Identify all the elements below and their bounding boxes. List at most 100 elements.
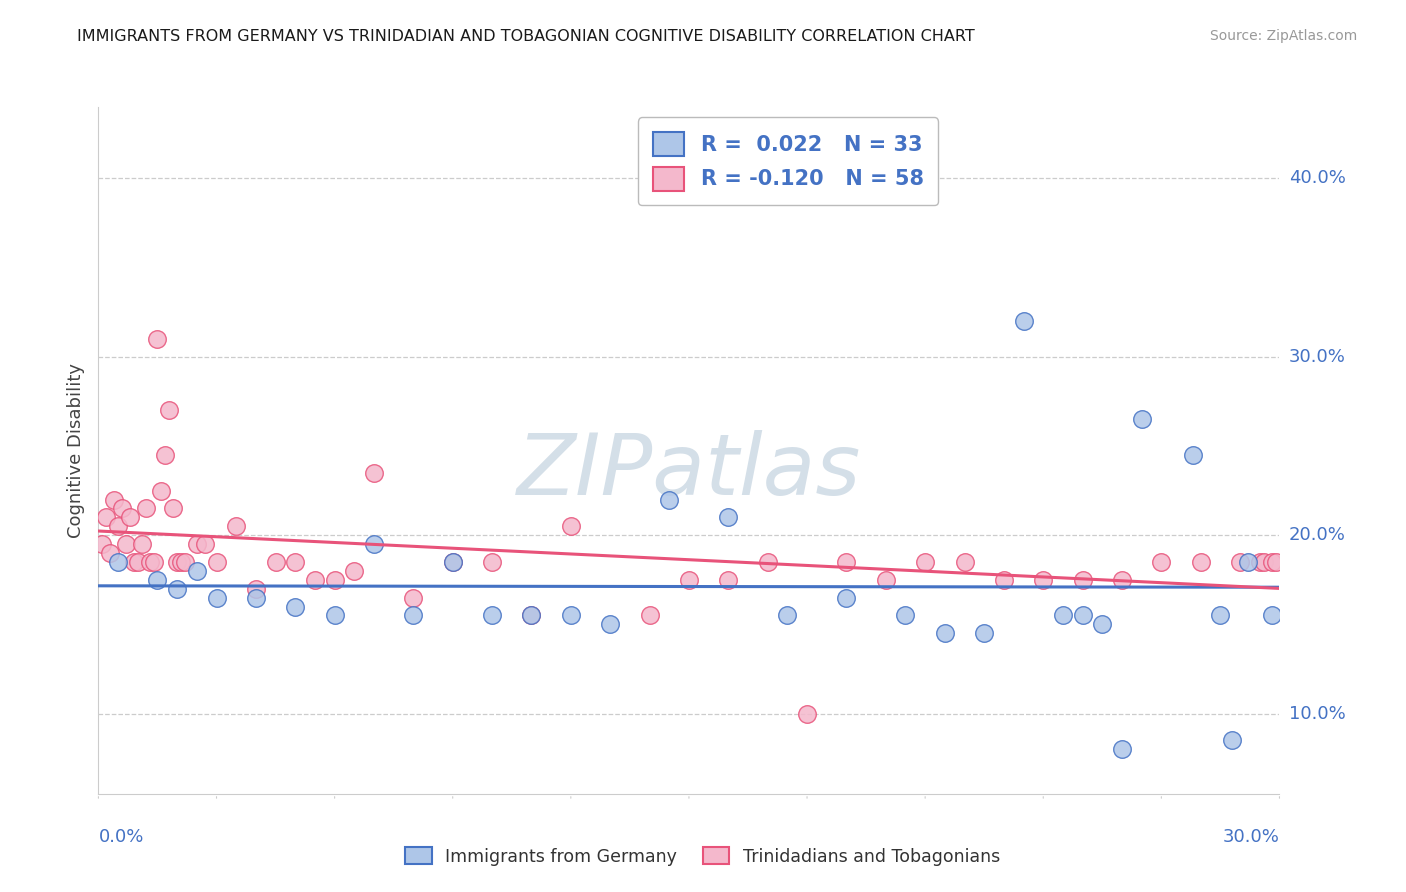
Point <box>118 510 141 524</box>
Point <box>914 555 936 569</box>
Point <box>205 591 228 605</box>
Point <box>98 546 121 560</box>
Point <box>146 573 169 587</box>
Point <box>131 537 153 551</box>
Point <box>934 626 956 640</box>
Point <box>111 501 134 516</box>
Point <box>166 582 188 596</box>
Point <box>115 537 138 551</box>
Point <box>796 706 818 721</box>
Point <box>1209 608 1232 623</box>
Y-axis label: Cognitive Disability: Cognitive Disability <box>66 363 84 538</box>
Point <box>1012 314 1035 328</box>
Point <box>1181 448 1204 462</box>
Point <box>1071 608 1094 623</box>
Point <box>1052 608 1074 623</box>
Point <box>520 608 543 623</box>
Point <box>481 608 503 623</box>
Point <box>1249 555 1271 569</box>
Point <box>363 537 385 551</box>
Point <box>155 448 177 462</box>
Point <box>717 573 740 587</box>
Point <box>1253 555 1275 569</box>
Point <box>1032 573 1054 587</box>
Point <box>1111 742 1133 756</box>
Point <box>170 555 193 569</box>
Legend: R =  0.022   N = 33, R = -0.120   N = 58: R = 0.022 N = 33, R = -0.120 N = 58 <box>638 118 938 205</box>
Point <box>835 555 858 569</box>
Point <box>973 626 995 640</box>
Point <box>658 492 681 507</box>
Point <box>138 555 160 569</box>
Point <box>1091 617 1114 632</box>
Point <box>194 537 217 551</box>
Point <box>127 555 149 569</box>
Point <box>717 510 740 524</box>
Point <box>323 608 346 623</box>
Point <box>146 332 169 346</box>
Text: 20.0%: 20.0% <box>1289 526 1346 544</box>
Point <box>776 608 799 623</box>
Text: 10.0%: 10.0% <box>1289 705 1346 723</box>
Point <box>343 564 366 578</box>
Point <box>157 403 180 417</box>
Point <box>678 573 700 587</box>
Point <box>1189 555 1212 569</box>
Point <box>284 555 307 569</box>
Point <box>953 555 976 569</box>
Point <box>122 555 145 569</box>
Text: ZIPatlas: ZIPatlas <box>517 430 860 513</box>
Point <box>323 573 346 587</box>
Point <box>264 555 287 569</box>
Point <box>245 582 267 596</box>
Point <box>1260 608 1282 623</box>
Point <box>1260 555 1282 569</box>
Point <box>304 573 326 587</box>
Point <box>520 608 543 623</box>
Point <box>1229 555 1251 569</box>
Point <box>186 564 208 578</box>
Text: 40.0%: 40.0% <box>1289 169 1346 187</box>
Text: Source: ZipAtlas.com: Source: ZipAtlas.com <box>1209 29 1357 44</box>
Text: IMMIGRANTS FROM GERMANY VS TRINIDADIAN AND TOBAGONIAN COGNITIVE DISABILITY CORRE: IMMIGRANTS FROM GERMANY VS TRINIDADIAN A… <box>77 29 976 45</box>
Point <box>107 555 129 569</box>
Point <box>993 573 1015 587</box>
Point <box>599 617 621 632</box>
Text: 0.0%: 0.0% <box>98 828 143 847</box>
Point <box>1237 555 1260 569</box>
Point <box>245 591 267 605</box>
Point <box>135 501 157 516</box>
Point <box>174 555 197 569</box>
Point <box>402 591 425 605</box>
Point <box>481 555 503 569</box>
Point <box>162 501 184 516</box>
Point <box>441 555 464 569</box>
Point <box>835 591 858 605</box>
Point <box>441 555 464 569</box>
Point <box>560 519 582 533</box>
Point <box>1071 573 1094 587</box>
Point <box>1264 555 1286 569</box>
Point <box>205 555 228 569</box>
Point <box>1150 555 1173 569</box>
Point <box>107 519 129 533</box>
Text: 30.0%: 30.0% <box>1223 828 1279 847</box>
Point <box>225 519 247 533</box>
Point <box>96 510 118 524</box>
Point <box>363 466 385 480</box>
Point <box>166 555 188 569</box>
Point <box>284 599 307 614</box>
Point <box>894 608 917 623</box>
Point <box>402 608 425 623</box>
Point <box>560 608 582 623</box>
Point <box>1130 412 1153 426</box>
Legend: Immigrants from Germany, Trinidadians and Tobagonians: Immigrants from Germany, Trinidadians an… <box>396 838 1010 874</box>
Point <box>150 483 173 498</box>
Point <box>1111 573 1133 587</box>
Point <box>756 555 779 569</box>
Point <box>186 537 208 551</box>
Point <box>638 608 661 623</box>
Point <box>103 492 125 507</box>
Point <box>1220 733 1243 747</box>
Point <box>91 537 114 551</box>
